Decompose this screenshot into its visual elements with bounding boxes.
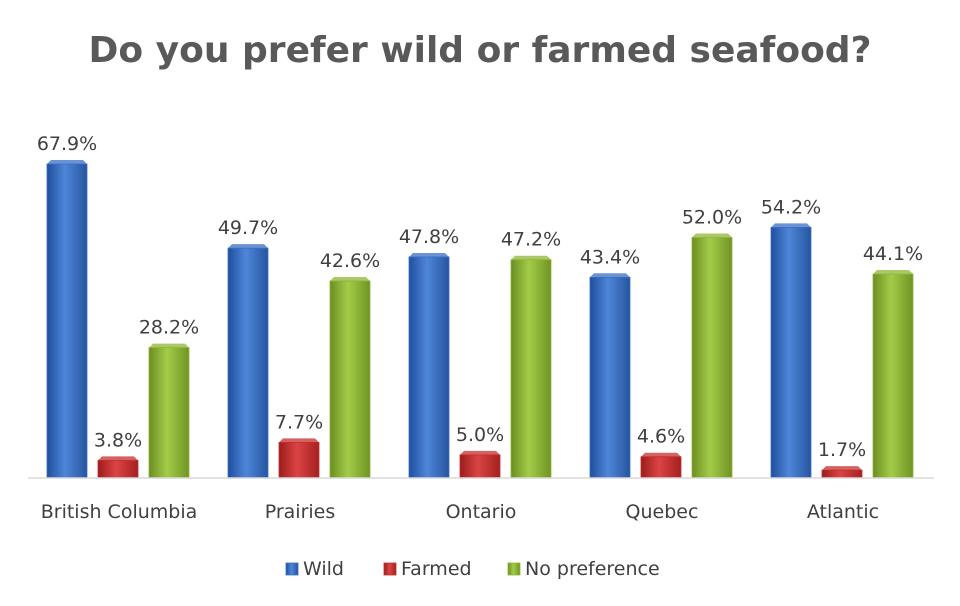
bar-top-farmed-atlantic [822, 466, 862, 471]
bar-top-wild-british-columbia [47, 160, 87, 164]
bar-wild-prairies [227, 247, 269, 479]
legend-label-wild: Wild [303, 558, 344, 580]
x-axis-labels: British Columbia Prairies Ontario Quebec Atl… [41, 501, 879, 523]
legend: Wild Farmed No preference [285, 558, 660, 580]
bar-no-preference-prairies [329, 280, 371, 479]
legend-swatch-no-preference [507, 562, 521, 576]
data-label-no-preference-ontario: 47.2% [501, 229, 561, 251]
chart-title: Do you prefer wild or farmed seafood? [89, 30, 872, 71]
bar-no-preference-british-columbia [148, 347, 190, 479]
bar-top-no-preference-quebec [692, 233, 732, 238]
bar-top-no-preference-british-columbia [149, 343, 189, 348]
data-label-farmed-prairies: 7.7% [275, 411, 323, 433]
x-tick-label-ontario: Ontario [446, 501, 517, 523]
legend-swatch-wild [285, 562, 299, 576]
data-label-wild-atlantic: 54.2% [761, 196, 821, 218]
bar-wild-ontario [408, 256, 450, 479]
bar-farmed-ontario [459, 454, 501, 479]
bar-top-farmed-quebec [641, 452, 681, 457]
bar-wild-quebec [589, 276, 631, 479]
x-tick-label-atlantic: Atlantic [807, 501, 879, 523]
x-tick-label-prairies: Prairies [265, 501, 336, 523]
data-label-farmed-quebec: 4.6% [637, 426, 685, 448]
bar-top-farmed-ontario [460, 450, 500, 455]
data-label-wild-prairies: 49.7% [218, 217, 278, 239]
bar-top-farmed-prairies [279, 438, 319, 443]
bar-top-no-preference-ontario [511, 255, 551, 260]
bar-top-wild-prairies [228, 244, 268, 249]
data-label-no-preference-british-columbia: 28.2% [139, 317, 199, 339]
data-label-no-preference-quebec: 52.0% [682, 207, 742, 229]
bar-wild-british-columbia [46, 163, 88, 479]
x-tick-label-british-columbia: British Columbia [41, 501, 198, 523]
legend-label-no-preference: No preference [525, 558, 660, 580]
bar-top-wild-atlantic [771, 223, 811, 228]
bar-farmed-prairies [278, 441, 320, 479]
plot-area: 67.9% 3.8% 28.2% 49.7% 7.7% 42.6% 47.8% 5.0% 47.… [37, 133, 923, 479]
bar-no-preference-ontario [510, 259, 552, 479]
data-label-wild-ontario: 47.8% [399, 226, 459, 248]
bar-top-wild-ontario [409, 252, 449, 257]
bar-farmed-quebec [640, 456, 682, 479]
bar-no-preference-quebec [691, 237, 733, 479]
x-tick-label-quebec: Quebec [626, 501, 699, 523]
bar-top-wild-quebec [590, 273, 630, 278]
data-label-no-preference-atlantic: 44.1% [863, 243, 923, 265]
bar-top-no-preference-prairies [330, 276, 370, 281]
bar-no-preference-atlantic [872, 273, 914, 479]
data-label-no-preference-prairies: 42.6% [320, 250, 380, 272]
bar-top-farmed-british-columbia [98, 456, 138, 461]
legend-label-farmed: Farmed [401, 558, 472, 580]
bar-top-no-preference-atlantic [873, 270, 913, 275]
data-label-wild-quebec: 43.4% [580, 246, 640, 268]
data-label-farmed-ontario: 5.0% [456, 424, 504, 446]
legend-swatch-farmed [383, 562, 397, 576]
data-label-farmed-british-columbia: 3.8% [94, 429, 142, 451]
bar-wild-atlantic [770, 226, 812, 479]
data-label-wild-british-columbia: 67.9% [37, 133, 97, 155]
bar-farmed-atlantic [821, 469, 863, 479]
data-label-farmed-atlantic: 1.7% [818, 439, 866, 461]
bar-farmed-british-columbia [97, 460, 139, 479]
